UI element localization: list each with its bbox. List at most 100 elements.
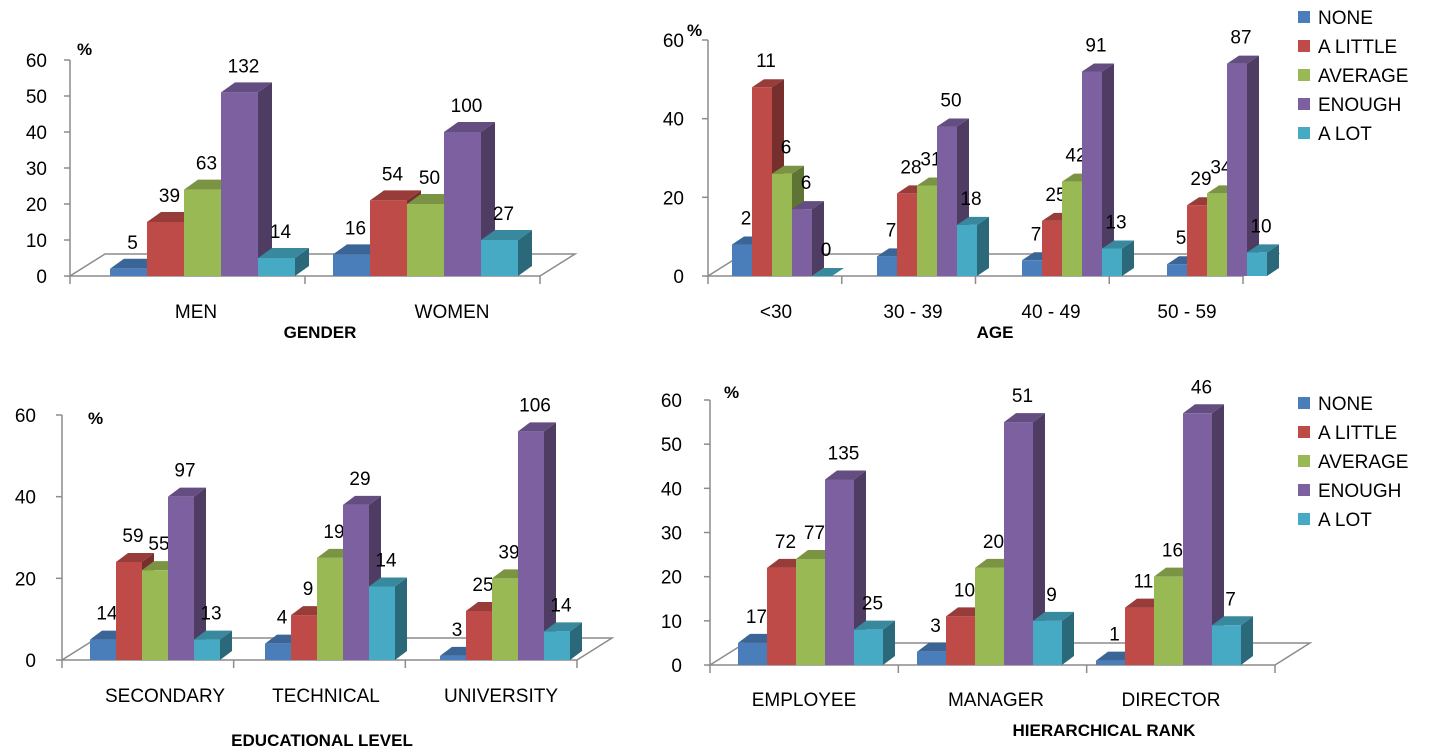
bar-front: [1227, 63, 1247, 276]
bar-top: [1082, 63, 1114, 72]
data-label: 14: [550, 595, 572, 616]
legend-swatch: [1298, 513, 1310, 525]
legend-swatch: [1298, 455, 1310, 467]
data-label: 25: [862, 594, 883, 615]
legend-item-enough: ENOUGH: [1318, 95, 1401, 116]
legend-item-a-lot: A LOT: [1318, 510, 1372, 531]
bar-side: [295, 248, 309, 276]
bar-a-lot-secondary: [194, 630, 232, 660]
data-label: 11: [1134, 572, 1154, 593]
bar-front: [265, 643, 291, 660]
bar-front: [752, 87, 772, 276]
data-label: 55: [148, 534, 169, 555]
y-tick-label: 0: [671, 656, 682, 677]
bar-front: [147, 222, 184, 276]
bar-top: [1033, 611, 1074, 621]
y-tick-label: 40: [661, 479, 682, 500]
y-tick-label: 20: [26, 195, 47, 216]
bar-top: [370, 190, 421, 201]
bar-front: [738, 642, 767, 665]
bar-front: [975, 567, 1004, 665]
bar-front: [732, 244, 752, 276]
legend-item-none: NONE: [1318, 8, 1373, 29]
x-category-label: EMPLOYEE: [752, 690, 857, 711]
bar-top: [1102, 240, 1134, 249]
bar-enough-director: [1183, 404, 1224, 665]
y-tick-label: 20: [663, 188, 684, 209]
bar-front: [142, 570, 168, 660]
bar-top: [1004, 413, 1045, 423]
chart-gender: 0 10 20 30 40 50 60% MEN WOMEN GENDER 5 39 63 132 14 16…: [26, 40, 578, 342]
bar-front: [544, 631, 570, 660]
y-unit-label: %: [88, 409, 103, 428]
bar-a-lot-30: [812, 268, 844, 277]
data-label: 14: [375, 551, 397, 572]
bar-top: [825, 470, 866, 480]
data-label: 46: [1191, 377, 1212, 398]
bar-top: [369, 577, 407, 587]
y-tick-label: 10: [661, 612, 682, 633]
data-label: 50: [940, 91, 961, 112]
bar-front: [1022, 260, 1042, 276]
y-tick-label: 60: [663, 31, 684, 52]
bar-front: [1187, 205, 1207, 276]
bar-enough-40-49: [1082, 63, 1114, 276]
bar-side: [194, 487, 206, 660]
bar-front: [194, 639, 220, 660]
bar-enough-secondary: [168, 487, 206, 660]
data-label: 135: [828, 444, 860, 465]
data-label: 5: [1176, 228, 1187, 249]
bar-side: [1241, 616, 1253, 665]
bar-side: [1267, 244, 1279, 276]
bar-enough-30: [792, 201, 824, 276]
bar-front: [1207, 193, 1227, 276]
legend-swatch: [1298, 397, 1310, 409]
bar-front: [116, 562, 142, 660]
bar-a-lot-men: [258, 248, 309, 276]
legend-item-none: NONE: [1318, 394, 1373, 415]
bar-top: [937, 118, 969, 127]
bar-front: [184, 189, 221, 276]
bar-front: [370, 200, 407, 276]
data-label: 72: [775, 532, 796, 553]
bar-front: [792, 209, 812, 276]
data-label: 63: [196, 154, 217, 175]
x-category-label: MANAGER: [948, 690, 1044, 711]
data-label: 29: [1190, 169, 1211, 190]
data-label: 5: [127, 233, 138, 254]
x-category-label: WOMEN: [415, 302, 490, 323]
bar-front: [407, 204, 444, 276]
bar-top: [221, 82, 272, 93]
bar-a-lot-director: [1212, 616, 1253, 665]
bar-a-lot-university: [544, 622, 582, 660]
x-category-label: SECONDARY: [105, 686, 225, 707]
bar-front: [291, 615, 317, 660]
legend-item-a-little: A LITTLE: [1318, 423, 1397, 444]
bar-front: [466, 611, 492, 660]
legend-swatch: [1298, 69, 1310, 81]
bar-front: [767, 567, 796, 665]
x-axis-title: EDUCATIONAL LEVEL: [231, 731, 413, 750]
bar-front: [369, 586, 395, 660]
data-label: 17: [746, 607, 767, 628]
bar-front: [772, 173, 792, 276]
bar-a-lot-women: [481, 230, 532, 276]
y-tick-label: 10: [26, 231, 47, 252]
bar-front: [1125, 607, 1154, 665]
bar-enough-manager: [1004, 413, 1045, 665]
bar-front: [444, 132, 481, 276]
bar-front: [317, 557, 343, 660]
data-label: 13: [1105, 212, 1126, 233]
x-category-label: <30: [760, 302, 792, 323]
bar-a-lot-40-49: [1102, 240, 1134, 276]
bar-top: [957, 216, 989, 225]
bar-top: [752, 79, 784, 88]
bar-front: [825, 479, 854, 665]
data-label: 20: [983, 532, 1004, 553]
bar-front: [1167, 264, 1187, 276]
data-label: 19: [323, 522, 344, 543]
data-label: 51: [1012, 386, 1033, 407]
bar-top: [1247, 244, 1279, 253]
bar-front: [481, 240, 518, 276]
